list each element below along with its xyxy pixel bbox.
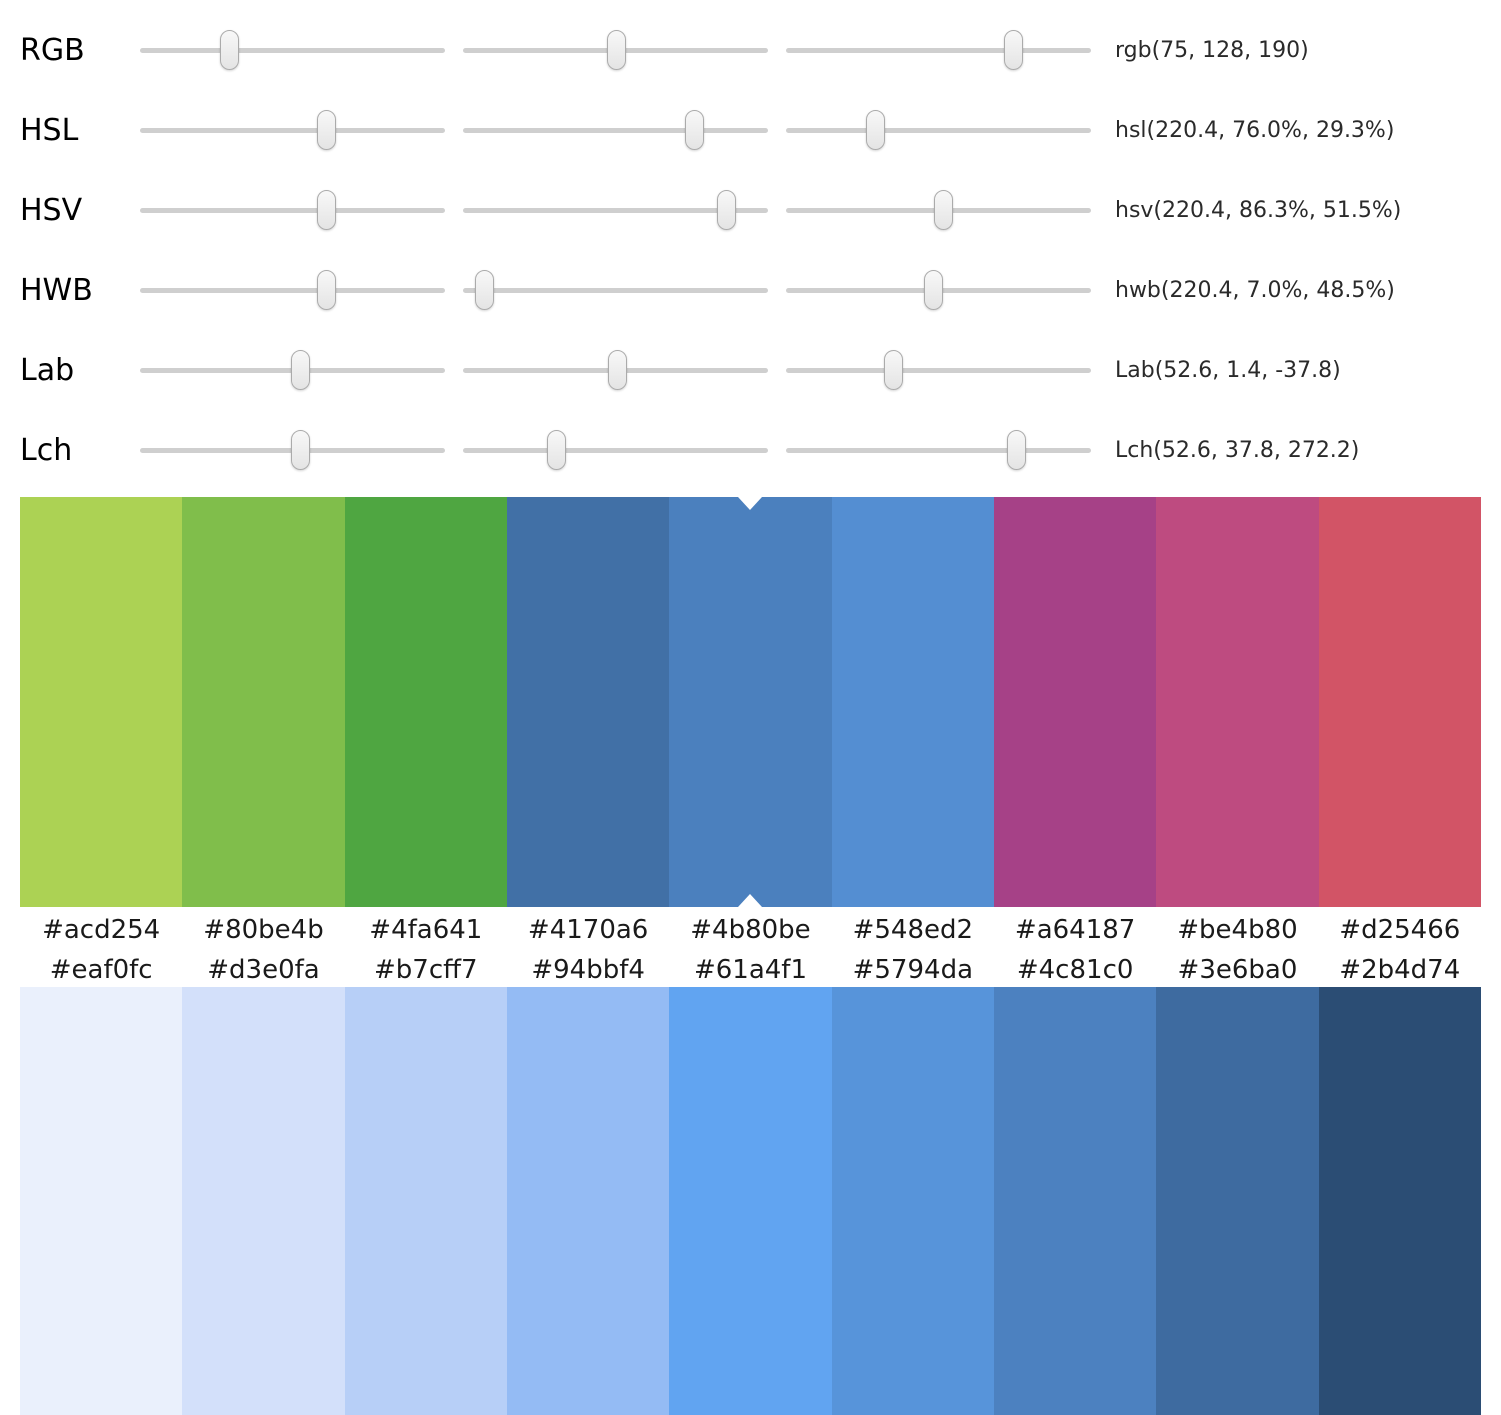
palette-swatch[interactable] xyxy=(1318,497,1481,907)
palette-swatch[interactable] xyxy=(1156,497,1319,907)
slider-panel: RGB rgb(75, 128, 190) HSL hsl(220.4, 76.… xyxy=(0,0,1501,490)
slider-row-lab: Lab Lab(52.6, 1.4, -37.8) xyxy=(0,330,1501,410)
slider-thumb[interactable] xyxy=(933,190,953,230)
hex-label: #4fa641 xyxy=(369,914,483,945)
selection-notch-bottom xyxy=(738,894,763,907)
palette-swatch[interactable] xyxy=(993,497,1157,907)
hwb-w-slider[interactable] xyxy=(463,270,768,310)
slider-thumb[interactable] xyxy=(607,350,627,390)
lch-c-slider[interactable] xyxy=(463,430,768,470)
slider-thumb[interactable] xyxy=(317,270,337,310)
hsl-value: hsl(220.4, 76.0%, 29.3%) xyxy=(1115,117,1395,143)
slider-thumb[interactable] xyxy=(220,30,240,70)
palette-swatch-selected[interactable] xyxy=(669,497,832,907)
palette-swatch[interactable] xyxy=(182,987,345,1415)
palette-swatch[interactable] xyxy=(182,497,345,907)
slider-thumb[interactable] xyxy=(865,110,885,150)
hwb-b-slider[interactable] xyxy=(786,270,1091,310)
hex-label: #4c81c0 xyxy=(1016,954,1134,985)
hex-label: #b7cff7 xyxy=(374,954,478,985)
lab-l-slider[interactable] xyxy=(140,350,445,390)
slider-thumb[interactable] xyxy=(290,350,310,390)
hex-label: #4b80be xyxy=(690,914,811,945)
palette-swatch[interactable] xyxy=(506,497,670,907)
slider-thumb[interactable] xyxy=(924,270,944,310)
rgb-value: rgb(75, 128, 190) xyxy=(1115,37,1309,63)
colorspace-label: RGB xyxy=(20,32,85,68)
palette-swatch[interactable] xyxy=(669,987,832,1415)
hex-label: #be4b80 xyxy=(1177,914,1298,945)
palette-swatch[interactable] xyxy=(20,497,183,907)
selection-notch-top xyxy=(738,497,763,510)
hex-label: #a64187 xyxy=(1014,914,1136,945)
hue-palette xyxy=(20,497,1481,907)
hwb-h-slider[interactable] xyxy=(140,270,445,310)
palette-swatch[interactable] xyxy=(344,497,507,907)
hex-label: #d3e0fa xyxy=(207,954,320,985)
hsl-l-slider[interactable] xyxy=(786,110,1091,150)
hsl-s-slider[interactable] xyxy=(463,110,768,150)
colorspace-label: Lab xyxy=(20,352,75,388)
colorspace-label: HSV xyxy=(20,192,83,228)
palette-swatch[interactable] xyxy=(1318,987,1481,1415)
hsl-h-slider[interactable] xyxy=(140,110,445,150)
lab-a-slider[interactable] xyxy=(463,350,768,390)
hex-label: #eaf0fc xyxy=(49,954,153,985)
lch-l-slider[interactable] xyxy=(140,430,445,470)
lab-value: Lab(52.6, 1.4, -37.8) xyxy=(1115,357,1341,383)
hex-label: #3e6ba0 xyxy=(1177,954,1298,985)
hex-label: #4170a6 xyxy=(527,914,649,945)
slider-thumb[interactable] xyxy=(474,270,494,310)
slider-thumb[interactable] xyxy=(547,430,567,470)
slider-thumb[interactable] xyxy=(606,30,626,70)
hex-label: #94bbf4 xyxy=(531,954,645,985)
slider-thumb[interactable] xyxy=(883,350,903,390)
slider-thumb[interactable] xyxy=(1003,30,1023,70)
slider-thumb[interactable] xyxy=(1007,430,1027,470)
spacer xyxy=(0,490,1501,497)
hsv-v-slider[interactable] xyxy=(786,190,1091,230)
lightness-hex-labels: #eaf0fc #d3e0fa #b7cff7 #94bbf4 #61a4f1 … xyxy=(20,952,1481,987)
slider-row-rgb: RGB rgb(75, 128, 190) xyxy=(0,10,1501,90)
colorspace-label: Lch xyxy=(20,432,73,468)
slider-thumb[interactable] xyxy=(317,190,337,230)
hex-label: #2b4d74 xyxy=(1339,954,1461,985)
hsv-h-slider[interactable] xyxy=(140,190,445,230)
hex-label: #acd254 xyxy=(42,914,161,945)
slider-thumb[interactable] xyxy=(290,430,310,470)
palette-swatch[interactable] xyxy=(831,497,994,907)
slider-thumb[interactable] xyxy=(317,110,337,150)
hue-hex-labels: #acd254 #80be4b #4fa641 #4170a6 #4b80be … xyxy=(20,907,1481,952)
slider-row-hsv: HSV hsv(220.4, 86.3%, 51.5%) xyxy=(0,170,1501,250)
palette-swatch[interactable] xyxy=(20,987,183,1415)
palette-swatch[interactable] xyxy=(831,987,994,1415)
hex-label: #61a4f1 xyxy=(693,954,807,985)
lab-b-slider[interactable] xyxy=(786,350,1091,390)
rgb-r-slider[interactable] xyxy=(140,30,445,70)
palette-swatch[interactable] xyxy=(993,987,1157,1415)
hex-label: #80be4b xyxy=(203,914,324,945)
hex-label: #548ed2 xyxy=(852,914,974,945)
slider-row-hwb: HWB hwb(220.4, 7.0%, 48.5%) xyxy=(0,250,1501,330)
hsv-s-slider[interactable] xyxy=(463,190,768,230)
slider-row-hsl: HSL hsl(220.4, 76.0%, 29.3%) xyxy=(0,90,1501,170)
palette-swatch[interactable] xyxy=(344,987,507,1415)
colorspace-label: HSL xyxy=(20,112,79,148)
lch-value: Lch(52.6, 37.8, 272.2) xyxy=(1115,437,1360,463)
slider-thumb[interactable] xyxy=(716,190,736,230)
hsv-value: hsv(220.4, 86.3%, 51.5%) xyxy=(1115,197,1402,223)
hwb-value: hwb(220.4, 7.0%, 48.5%) xyxy=(1115,277,1395,303)
colorspace-label: HWB xyxy=(20,272,93,308)
hex-label: #5794da xyxy=(852,954,973,985)
palette-swatch[interactable] xyxy=(1156,987,1319,1415)
rgb-g-slider[interactable] xyxy=(463,30,768,70)
lightness-palette xyxy=(20,987,1481,1415)
hex-label: #d25466 xyxy=(1339,914,1461,945)
palette-swatch[interactable] xyxy=(506,987,670,1415)
slider-thumb[interactable] xyxy=(685,110,705,150)
slider-row-lch: Lch Lch(52.6, 37.8, 272.2) xyxy=(0,410,1501,490)
rgb-b-slider[interactable] xyxy=(786,30,1091,70)
lch-h-slider[interactable] xyxy=(786,430,1091,470)
